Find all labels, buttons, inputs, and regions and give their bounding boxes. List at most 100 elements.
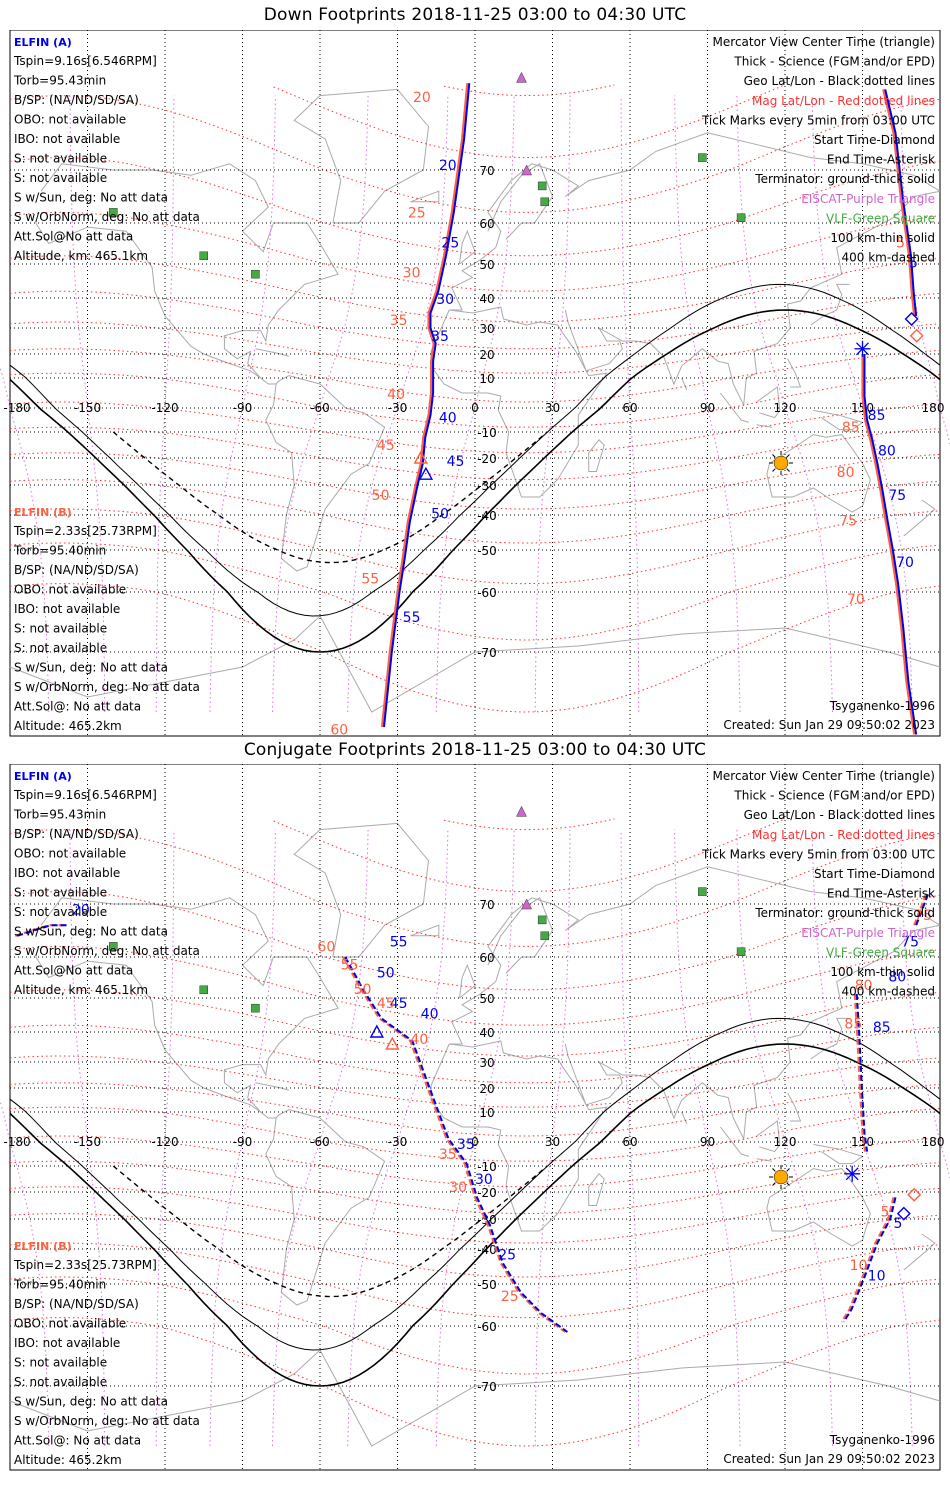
elfin-a-tick-label: 85 bbox=[873, 1020, 891, 1036]
lat-tick-label: 50 bbox=[479, 258, 494, 272]
legend-entry: 400 km-dashed bbox=[841, 251, 935, 265]
legend-entry: Start Time-Diamond bbox=[814, 133, 935, 147]
lon-tick-label: -90 bbox=[233, 1135, 253, 1149]
lat-tick-label: -70 bbox=[477, 646, 497, 660]
elfin-b-tick-label: 70 bbox=[847, 592, 865, 608]
elfin-a-info-line: S: not available bbox=[14, 886, 107, 900]
vlf-square-icon bbox=[736, 213, 746, 222]
elfin-a-tick-label: 30 bbox=[475, 1172, 493, 1188]
elfin-b-tick-label: 30 bbox=[449, 1180, 467, 1196]
elfin-a-track bbox=[383, 83, 471, 728]
elfin-b-tick-label: 40 bbox=[410, 1032, 428, 1048]
lon-tick-label: -30 bbox=[388, 401, 408, 415]
elfin-a-track bbox=[842, 1197, 897, 1323]
legend-entry: Tick Marks every 5min from 03:00 UTC bbox=[701, 113, 935, 127]
elfin-a-info-line: Torb=95.43min bbox=[13, 808, 106, 822]
elfin-b-tick-label: 60 bbox=[317, 940, 335, 956]
elfin-b-tick-label: 35 bbox=[439, 1147, 457, 1163]
center-time-triangle-icon bbox=[385, 1036, 400, 1050]
elfin-a-tick-label: 85 bbox=[868, 408, 886, 424]
elfin-b-tick-label: 5 bbox=[896, 236, 905, 252]
elfin-b-info-line: S: not available bbox=[14, 622, 107, 636]
elfin-b-info-line: B/SP: (NA/ND/SD/SA) bbox=[14, 1297, 139, 1311]
lat-tick-label: -70 bbox=[477, 1380, 497, 1394]
lat-tick-label: -10 bbox=[477, 426, 497, 440]
lon-tick-label: -150 bbox=[74, 401, 101, 415]
elfin-a-tick-label: 5 bbox=[894, 1216, 903, 1232]
sun-icon bbox=[769, 451, 793, 475]
elfin-a-name: ELFIN (A) bbox=[14, 36, 72, 49]
elfin-b-tick-label: 10 bbox=[850, 1258, 868, 1274]
elfin-b-tick-label: 5 bbox=[881, 1204, 890, 1220]
lon-tick-label: 60 bbox=[622, 1135, 637, 1149]
legend-entry: 100 km-thin solid bbox=[830, 965, 935, 979]
elfin-b-info-line: S: not available bbox=[14, 1375, 107, 1389]
vlf-square-icon bbox=[698, 887, 707, 896]
elfin-a-tick-label: 80 bbox=[888, 970, 906, 986]
lat-tick-label: 40 bbox=[479, 1026, 494, 1040]
vlf-square-icon bbox=[199, 985, 208, 995]
elfin-b-track bbox=[342, 956, 567, 1333]
legend-entry: Geo Lat/Lon - Black dotted lines bbox=[744, 808, 935, 822]
elfin-a-info-line: B/SP: (NA/ND/SD/SA) bbox=[14, 827, 139, 841]
elfin-a-info-line: Torb=95.43min bbox=[13, 74, 106, 88]
elfin-b-tick-label: 25 bbox=[408, 206, 426, 222]
elfin-b-info-line: IBO: not available bbox=[14, 602, 120, 616]
vlf-square-icon bbox=[251, 1003, 260, 1013]
elfin-b-track bbox=[380, 83, 469, 728]
elfin-a-tick-label: 75 bbox=[888, 488, 906, 504]
legend-entry: Thick - Science (FGM and/or EPD) bbox=[733, 55, 935, 69]
lon-tick-label: 150 bbox=[851, 401, 874, 415]
eiscat-triangle-icon bbox=[516, 805, 527, 817]
elfin-b-track bbox=[882, 89, 916, 317]
elfin-a-track bbox=[915, 891, 931, 926]
elfin-b-info-line: Att.Sol@: No att data bbox=[14, 700, 141, 714]
elfin-b-info-line: S w/Sun, deg: No att data bbox=[14, 1395, 168, 1409]
lon-tick-label: -120 bbox=[151, 1135, 178, 1149]
eiscat-triangle-icon bbox=[516, 71, 527, 83]
conjugate-footprints-map[interactable]: -180 -150 -120 -90 -60 -30 0 30 60 90 120 150 180 70 6… bbox=[0, 764, 950, 1472]
lon-tick-label: 0 bbox=[471, 1135, 479, 1149]
start-diamond-icon bbox=[904, 312, 919, 326]
elfin-a-tick-label: 45 bbox=[390, 996, 408, 1012]
lon-tick-label: -180 bbox=[3, 401, 30, 415]
elfin-a-track bbox=[16, 924, 69, 937]
down-panel-title: Down Footprints 2018-11-25 03:00 to 04:3… bbox=[263, 5, 687, 25]
elfin-a-track bbox=[863, 354, 918, 735]
legend: Mercator View Center Time (triangle) Thic… bbox=[701, 769, 935, 999]
elfin-b-tick-label: 45 bbox=[377, 996, 395, 1012]
elfin-b-info: ELFIN (B) Tspin=2.33s[25.73RPM] Torb=95.40… bbox=[13, 506, 200, 733]
elfin-b-tick-label: 55 bbox=[361, 572, 379, 588]
elfin-a-track bbox=[855, 993, 869, 1152]
terminator-lines bbox=[9, 1017, 941, 1387]
elfin-b-info-line: Altitude: 465.2km bbox=[14, 1453, 122, 1467]
lat-tick-label: 10 bbox=[479, 372, 494, 386]
lat-tick-label: -20 bbox=[477, 1186, 497, 1200]
elfin-b-tick-label: 60 bbox=[330, 723, 348, 739]
elfin-a-info-line: IBO: not available bbox=[14, 866, 120, 880]
mag-grid bbox=[0, 818, 950, 1447]
vlf-square-icon bbox=[537, 181, 547, 191]
lon-tick-label: -150 bbox=[74, 1135, 101, 1149]
center-time-triangle-icon bbox=[418, 466, 434, 480]
lat-tick-label: -30 bbox=[477, 479, 497, 493]
lon-tick-label: 120 bbox=[774, 401, 797, 415]
lon-tick-label: 30 bbox=[545, 1135, 560, 1149]
down-footprints-map[interactable]: -180 -150 -120 -90 -60 -30 0 30 60 90 120 150 180 70 6… bbox=[0, 30, 950, 738]
lat-tick-label: -10 bbox=[477, 1160, 497, 1174]
lat-tick-label: 20 bbox=[479, 348, 494, 362]
lat-tick-label: -60 bbox=[477, 586, 497, 600]
model-label: Tsyganenko-1996 bbox=[829, 1433, 935, 1447]
elfin-b-tick-label: 20 bbox=[413, 90, 431, 106]
vlf-square-icon bbox=[698, 153, 707, 162]
elfin-a-tick-label: 55 bbox=[390, 934, 408, 950]
elfin-b-tick-label: 50 bbox=[354, 982, 372, 998]
elfin-b-tick-label: 30 bbox=[403, 266, 421, 282]
legend-entry: VLF-Green Square bbox=[826, 945, 935, 959]
elfin-a-info-line: B/SP: (NA/ND/SD/SA) bbox=[14, 93, 139, 107]
eiscat-triangle-icon bbox=[521, 898, 533, 910]
elfin-b-info-line: Torb=95.40min bbox=[13, 1278, 106, 1292]
legend-entry: 400 km-dashed bbox=[841, 985, 935, 999]
lat-tick-label: 50 bbox=[479, 992, 494, 1006]
elfin-b-info-line: S: not available bbox=[14, 1356, 107, 1370]
